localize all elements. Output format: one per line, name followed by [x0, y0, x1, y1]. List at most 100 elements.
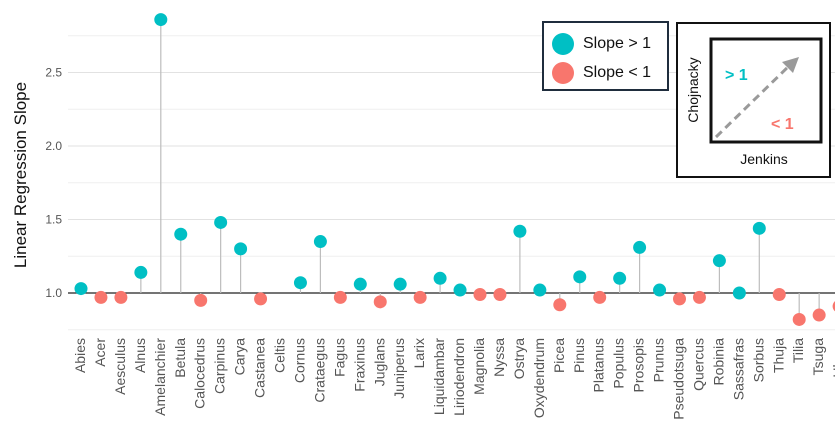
inset-arrowhead-icon — [782, 57, 799, 73]
legend-item-above: Slope > 1 — [552, 32, 651, 56]
inset-x-label: Jenkins — [740, 151, 787, 167]
x-tick-labels: Abies Acer Aesculus Alnus Amelanchier Betula C… — [72, 338, 835, 420]
point-prunus — [653, 283, 667, 297]
x-tick-label-populus: Populus — [611, 338, 627, 389]
inset-frame — [709, 37, 823, 144]
point-tilia — [792, 312, 806, 326]
x-tick-label-acer: Acer — [92, 338, 108, 367]
point-amelanchier — [154, 13, 168, 27]
x-tick-label-juglans: Juglans — [371, 338, 387, 386]
y-tick-label: 1.0 — [45, 286, 62, 300]
x-tick-label-sassafras: Sassafras — [730, 338, 746, 400]
x-tick-label-tilia: Tilia — [790, 338, 806, 363]
point-larix — [413, 290, 427, 304]
point-liquidambar — [433, 271, 447, 285]
x-tick-label-platanus: Platanus — [591, 338, 607, 392]
x-tick-label-carya: Carya — [232, 338, 248, 376]
legend-item-below: Slope < 1 — [552, 61, 651, 85]
x-tick-label-aesculus: Aesculus — [112, 338, 128, 395]
x-tick-label-sorbus: Sorbus — [750, 338, 766, 382]
point-carpinus — [214, 215, 228, 229]
point-quercus — [692, 290, 706, 304]
x-tick-label-prosopis: Prosopis — [631, 338, 647, 392]
x-tick-label-castanea: Castanea — [252, 338, 268, 398]
point-platanus — [593, 290, 607, 304]
lollipop-points — [74, 13, 835, 326]
x-tick-label-ulmus: Ulmus — [830, 338, 835, 378]
point-pinus — [573, 270, 587, 284]
point-ulmus — [832, 301, 835, 312]
legend: Slope > 1 Slope < 1 — [542, 21, 669, 91]
x-tick-label-carpinus: Carpinus — [212, 338, 228, 394]
x-tick-label-oxydendrum: Oxydendrum — [531, 338, 547, 418]
point-populus — [613, 271, 627, 285]
y-tick-labels: 1.0 1.5 2.0 2.5 — [45, 66, 62, 301]
inset-svg: > 1 < 1 Chojnacky Jenkins — [685, 37, 823, 167]
x-tick-label-juniperus: Juniperus — [391, 338, 407, 399]
x-tick-label-betula: Betula — [172, 338, 188, 378]
point-tsuga — [812, 308, 826, 322]
x-tick-label-alnus: Alnus — [132, 338, 148, 373]
point-abies — [74, 282, 88, 296]
x-tick-label-magnolia: Magnolia — [471, 338, 487, 395]
x-tick-label-thuja: Thuja — [770, 338, 786, 373]
x-tick-label-crataegus: Crataegus — [311, 338, 327, 403]
x-tick-label-tsuga: Tsuga — [810, 338, 826, 376]
point-nyssa — [493, 287, 507, 301]
x-tick-label-abies: Abies — [72, 338, 88, 373]
point-alnus — [134, 265, 148, 279]
x-tick-label-fraxinus: Fraxinus — [351, 338, 367, 392]
point-liriodendron — [453, 283, 467, 297]
y-tick-label: 1.5 — [45, 213, 62, 227]
x-tick-label-pinus: Pinus — [571, 338, 587, 373]
legend-swatch-above — [552, 33, 574, 55]
point-sorbus — [752, 221, 766, 235]
x-tick-label-prunus: Prunus — [651, 338, 667, 382]
x-tick-label-robinia: Robinia — [710, 338, 726, 386]
point-castanea — [254, 292, 268, 306]
point-aesculus — [114, 290, 128, 304]
x-tick-label-celtis: Celtis — [272, 338, 288, 373]
x-tick-label-larix: Larix — [411, 338, 427, 368]
point-ostrya — [513, 224, 527, 238]
point-thuja — [772, 287, 786, 301]
x-tick-label-cornus: Cornus — [291, 338, 307, 383]
x-tick-label-picea: Picea — [551, 338, 567, 373]
y-tick-label: 2.5 — [45, 66, 62, 80]
x-tick-label-calocedrus: Calocedrus — [192, 338, 208, 409]
inset-y-label: Chojnacky — [685, 57, 701, 122]
gridlines — [68, 35, 835, 331]
point-pseudotsuga — [673, 292, 686, 306]
point-fagus — [333, 290, 347, 304]
y-axis-title: Linear Regression Slope — [11, 82, 30, 268]
inset-below-label: < 1 — [771, 116, 794, 133]
point-calocedrus — [194, 293, 208, 307]
x-tick-label-ostrya: Ostrya — [511, 338, 527, 379]
point-prosopis — [633, 240, 647, 254]
legend-swatch-below — [552, 62, 574, 84]
point-cornus — [293, 276, 307, 290]
point-picea — [553, 298, 567, 312]
point-carya — [234, 242, 248, 256]
x-tick-label-quercus: Quercus — [690, 338, 706, 391]
x-tick-label-liriodendron: Liriodendron — [451, 338, 467, 416]
y-tick-label: 2.0 — [45, 139, 62, 153]
inset-diagram: > 1 < 1 Chojnacky Jenkins — [676, 22, 831, 178]
point-betula — [174, 227, 188, 241]
legend-label-above: Slope > 1 — [583, 35, 652, 52]
legend-label-below: Slope < 1 — [583, 64, 652, 81]
x-tick-label-liquidambar: Liquidambar — [431, 338, 447, 415]
point-juniperus — [393, 277, 407, 291]
x-tick-label-pseudotsuga: Pseudotsuga — [671, 338, 687, 420]
point-fraxinus — [353, 277, 367, 291]
point-crataegus — [313, 235, 327, 249]
inset-above-label: > 1 — [725, 67, 748, 84]
point-sassafras — [732, 286, 746, 300]
x-tick-label-amelanchier: Amelanchier — [152, 338, 168, 416]
inset-diagonal-arrow — [714, 62, 793, 139]
x-tick-label-nyssa: Nyssa — [491, 338, 507, 377]
point-oxydendrum — [533, 283, 547, 297]
x-tick-label-fagus: Fagus — [331, 338, 347, 377]
point-magnolia — [473, 287, 487, 301]
